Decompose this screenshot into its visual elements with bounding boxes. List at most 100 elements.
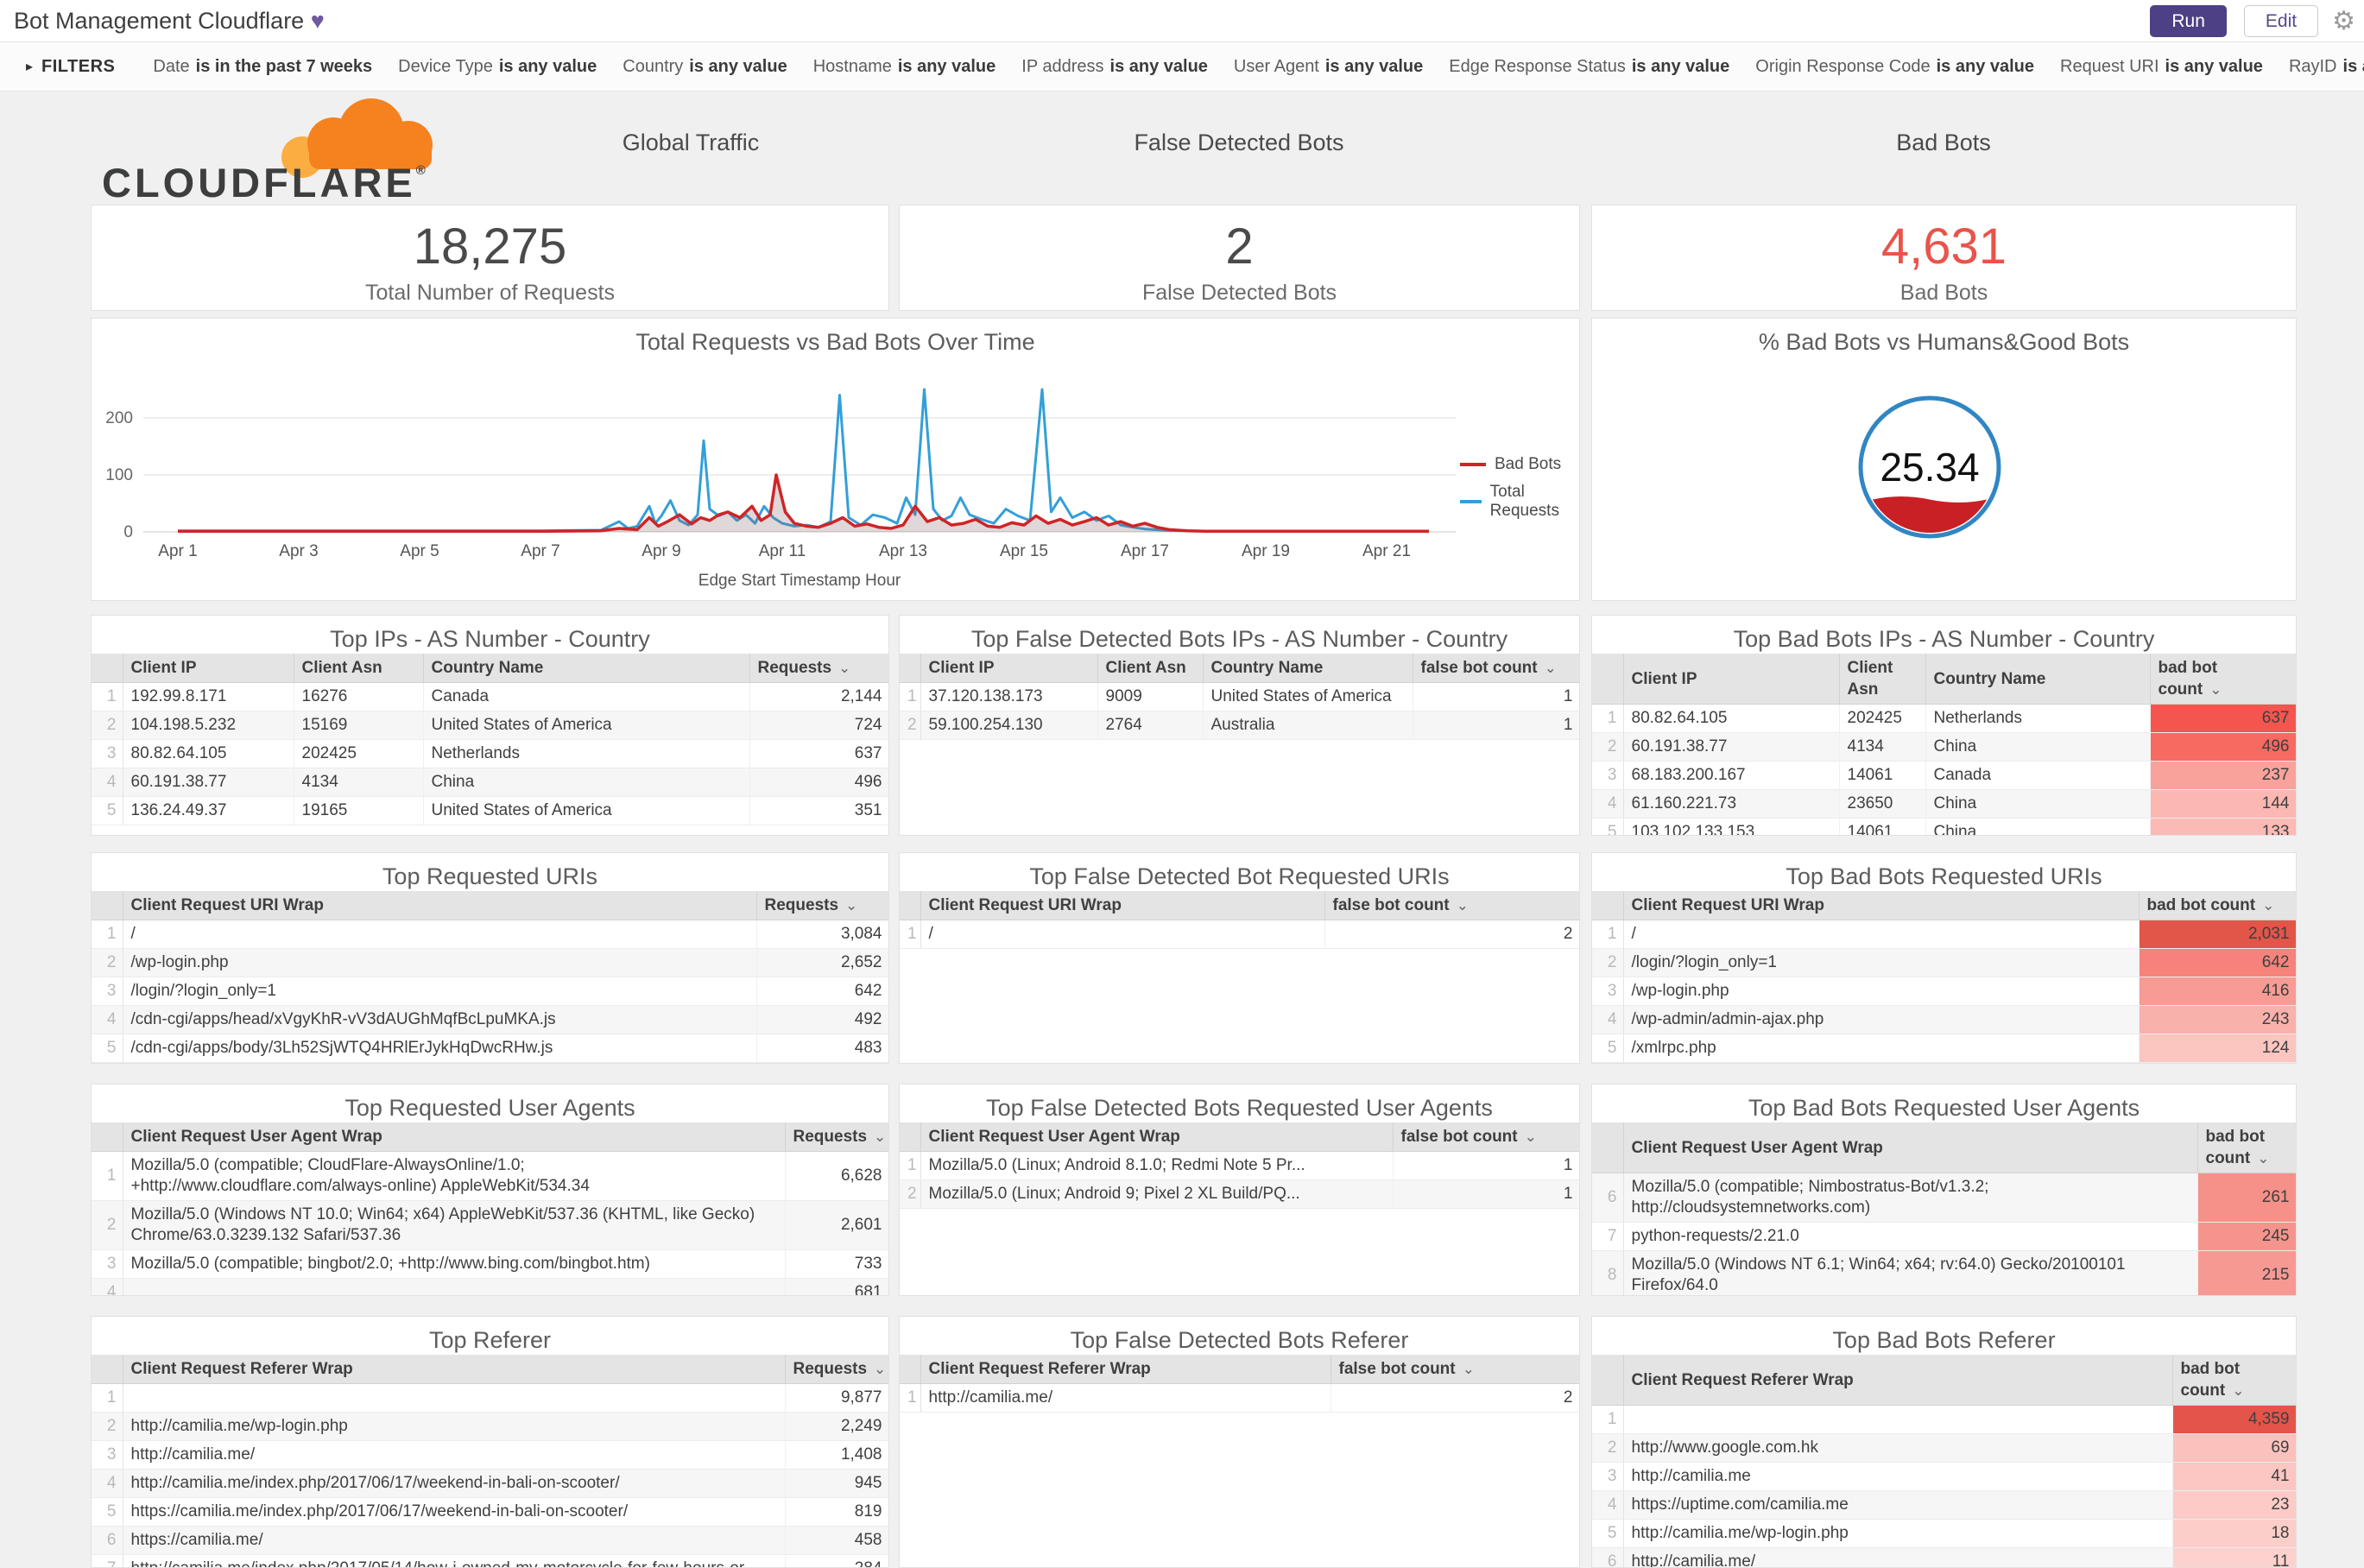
table-cell[interactable]: http://camilia.me/index.php/2017/06/17/w… bbox=[123, 1469, 786, 1498]
table-cell[interactable]: 215 bbox=[2196, 1250, 2296, 1295]
table-cell[interactable] bbox=[1623, 1405, 2173, 1434]
table-cell[interactable]: 104.198.5.232 bbox=[123, 711, 294, 740]
table-cell[interactable]: 144 bbox=[2149, 789, 2296, 819]
table-cell[interactable]: 1 bbox=[1392, 1179, 1579, 1209]
table-cell[interactable]: 819 bbox=[784, 1497, 888, 1527]
table-cell[interactable]: /login/?login_only=1 bbox=[1623, 948, 2140, 977]
table-cell[interactable]: http://camilia.me/ bbox=[920, 1383, 1331, 1413]
table-cell[interactable]: /xmlrpc.php bbox=[1623, 1034, 2140, 1063]
table-cell[interactable]: China bbox=[423, 768, 750, 797]
column-header[interactable]: Client Request URI Wrap bbox=[1622, 891, 2140, 920]
table-cell[interactable]: 724 bbox=[749, 711, 888, 740]
table-cell[interactable]: 69 bbox=[2171, 1433, 2296, 1463]
table-cell[interactable]: 4,359 bbox=[2171, 1405, 2296, 1434]
legend-item[interactable]: Total Requests bbox=[1460, 483, 1579, 521]
column-header[interactable]: bad bot count ⌄ bbox=[2149, 654, 2296, 705]
table-cell[interactable]: 19165 bbox=[294, 796, 424, 825]
column-header[interactable]: Client IP bbox=[122, 654, 294, 683]
table-cell[interactable]: 2,144 bbox=[749, 682, 888, 711]
table-cell[interactable]: 2 bbox=[1330, 1383, 1579, 1413]
column-header[interactable]: Client Request Referer Wrap bbox=[122, 1355, 786, 1384]
table-cell[interactable]: 11 bbox=[2171, 1547, 2296, 1567]
column-header[interactable]: Client Request User Agent Wrap bbox=[920, 1122, 1394, 1152]
column-header[interactable]: Client Request User Agent Wrap bbox=[1622, 1122, 2198, 1173]
column-header[interactable]: Country Name bbox=[422, 654, 750, 683]
table-cell[interactable]: 16276 bbox=[294, 682, 424, 711]
table-cell[interactable]: / bbox=[123, 920, 757, 949]
table-cell[interactable]: /cdn-cgi/apps/head/xVgyKhR-vV3dAUGhMqfBc… bbox=[123, 1005, 757, 1034]
filter-item[interactable]: Request URI is any value bbox=[2060, 57, 2263, 77]
table-cell[interactable]: 642 bbox=[2138, 948, 2296, 977]
table-cell[interactable]: /wp-login.php bbox=[123, 948, 757, 977]
table-cell[interactable]: China bbox=[1925, 732, 2151, 762]
column-header[interactable]: Client Request Referer Wrap bbox=[1622, 1355, 2173, 1406]
table-cell[interactable] bbox=[123, 1383, 786, 1413]
table-cell[interactable]: 243 bbox=[2138, 1005, 2296, 1034]
table-cell[interactable]: 496 bbox=[2149, 732, 2296, 762]
line-chart[interactable]: 0 100 200 Apr 1 Apr 3 Apr 5 Apr 7 Apr 9 Apr 11 Ap… bbox=[92, 357, 1559, 594]
table-cell[interactable]: https://camilia.me/ bbox=[123, 1526, 786, 1555]
table-cell[interactable]: /wp-login.php bbox=[1623, 977, 2140, 1006]
table-cell[interactable]: 60.191.38.77 bbox=[1623, 732, 1840, 762]
table-cell[interactable]: United States of America bbox=[423, 711, 750, 740]
table-cell[interactable]: 9009 bbox=[1097, 682, 1204, 711]
run-button[interactable]: Run bbox=[2150, 5, 2227, 37]
column-header[interactable]: Client IP bbox=[1622, 654, 1840, 705]
column-header[interactable]: false bot count ⌄ bbox=[1392, 1122, 1579, 1152]
table-cell[interactable]: http://camilia.me/wp-login.php bbox=[123, 1412, 786, 1441]
table-cell[interactable]: 23650 bbox=[1839, 789, 1926, 819]
column-header[interactable]: false bot count ⌄ bbox=[1330, 1355, 1579, 1384]
table-cell[interactable]: 14061 bbox=[1839, 818, 1926, 835]
table-cell[interactable]: 2,249 bbox=[784, 1412, 888, 1441]
table-cell[interactable]: Mozilla/5.0 (compatible; CloudFlare-Alwa… bbox=[123, 1151, 786, 1201]
table-cell[interactable]: 637 bbox=[749, 739, 888, 768]
column-header[interactable]: Client Asn bbox=[1097, 654, 1204, 683]
column-header[interactable]: false bot count ⌄ bbox=[1412, 654, 1579, 683]
column-header[interactable]: Requests ⌄ bbox=[755, 891, 888, 920]
table-cell[interactable]: 23 bbox=[2171, 1490, 2296, 1520]
table-cell[interactable]: https://uptime.com/camilia.me bbox=[1623, 1490, 2173, 1520]
table-cell[interactable]: 202425 bbox=[294, 739, 424, 768]
table-cell[interactable]: 458 bbox=[784, 1526, 888, 1555]
column-header[interactable]: Client Asn bbox=[293, 654, 424, 683]
table-cell[interactable]: 733 bbox=[784, 1249, 888, 1279]
table-cell[interactable]: 68.183.200.167 bbox=[1623, 761, 1840, 790]
table-cell[interactable]: / bbox=[1623, 920, 2140, 949]
table-cell[interactable]: 133 bbox=[2149, 818, 2296, 835]
table-cell[interactable]: 18 bbox=[2171, 1519, 2296, 1548]
table-cell[interactable]: 496 bbox=[749, 768, 888, 797]
filter-item[interactable]: Country is any value bbox=[623, 57, 787, 77]
table-cell[interactable]: Netherlands bbox=[423, 739, 750, 768]
column-header[interactable]: Country Name bbox=[1202, 654, 1413, 683]
table-cell[interactable]: 41 bbox=[2171, 1462, 2296, 1491]
table-cell[interactable]: 60.191.38.77 bbox=[123, 768, 294, 797]
table-cell[interactable]: 2,031 bbox=[2138, 920, 2296, 949]
table-cell[interactable]: Mozilla/5.0 (compatible; Nimbostratus-Bo… bbox=[1623, 1173, 2198, 1223]
table-cell[interactable]: 80.82.64.105 bbox=[1623, 704, 1840, 733]
filter-item[interactable]: IP address is any value bbox=[1021, 57, 1208, 77]
table-cell[interactable]: Mozilla/5.0 (Windows NT 6.1; Win64; x64;… bbox=[1623, 1250, 2198, 1295]
table-cell[interactable]: http://camilia.me bbox=[1623, 1462, 2173, 1491]
table-cell[interactable]: 4134 bbox=[294, 768, 424, 797]
column-header[interactable]: Client Request Referer Wrap bbox=[920, 1355, 1331, 1384]
table-cell[interactable]: 136.24.49.37 bbox=[123, 796, 294, 825]
table-cell[interactable]: China bbox=[1925, 789, 2151, 819]
column-header[interactable]: Client Asn bbox=[1838, 654, 1926, 705]
table-cell[interactable]: 192.99.8.171 bbox=[123, 682, 294, 711]
table-cell[interactable]: 9,877 bbox=[784, 1383, 888, 1413]
column-header[interactable]: bad bot count ⌄ bbox=[2138, 891, 2296, 920]
table-cell[interactable]: /cdn-cgi/apps/body/3Lh52SjWTQ4HRlErJykHq… bbox=[123, 1034, 757, 1063]
table-cell[interactable]: United States of America bbox=[1203, 682, 1413, 711]
table-cell[interactable]: 4134 bbox=[1839, 732, 1926, 762]
table-cell[interactable]: http://camilia.me/index.php/2017/05/14/h… bbox=[123, 1554, 786, 1567]
table-cell[interactable]: 284 bbox=[784, 1554, 888, 1567]
filter-item[interactable]: Date is in the past 7 weeks bbox=[153, 57, 372, 77]
table-cell[interactable]: 202425 bbox=[1839, 704, 1926, 733]
table-cell[interactable]: 245 bbox=[2196, 1222, 2296, 1251]
table-cell[interactable]: http://camilia.me/ bbox=[1623, 1547, 2173, 1567]
filter-item[interactable]: Hostname is any value bbox=[813, 57, 996, 77]
table-cell[interactable]: 2,601 bbox=[784, 1200, 888, 1250]
column-header[interactable]: Requests ⌄ bbox=[784, 1122, 888, 1152]
column-header[interactable]: bad bot count ⌄ bbox=[2171, 1355, 2296, 1406]
